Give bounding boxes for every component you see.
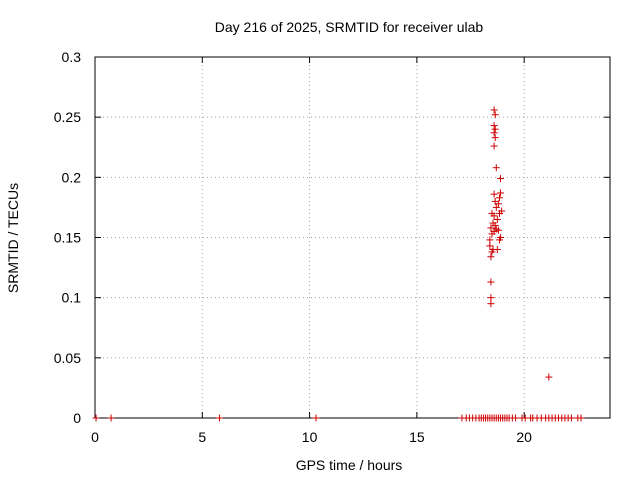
y-tick-label: 0.3 <box>62 49 82 65</box>
data-point <box>495 194 503 202</box>
data-point <box>491 197 499 205</box>
data-point <box>490 122 498 130</box>
data-point <box>487 300 495 308</box>
data-point <box>487 253 495 261</box>
data-point <box>493 215 501 223</box>
data-point <box>512 414 520 422</box>
plot-frame <box>94 56 611 419</box>
y-tick-label: 0.25 <box>54 109 81 125</box>
data-point <box>107 414 115 422</box>
axis-ticks <box>94 56 610 419</box>
y-tick-label: 0 <box>73 410 81 426</box>
data-point <box>491 125 499 133</box>
data-point <box>489 219 497 227</box>
data-point <box>497 234 505 241</box>
x-tick-label: 15 <box>409 429 425 445</box>
data-point <box>490 190 498 198</box>
data-point <box>497 175 505 183</box>
data-point <box>487 278 495 286</box>
y-axis-label: SRMTID / TECUs <box>5 183 21 293</box>
data-point <box>493 246 501 254</box>
data-point <box>312 414 320 422</box>
data-point <box>492 203 500 211</box>
grid <box>95 57 610 418</box>
data-point <box>567 414 575 422</box>
data-point <box>215 414 223 422</box>
y-tick-label: 0.1 <box>62 290 82 306</box>
x-tick-label: 5 <box>198 429 206 445</box>
x-tick-label: 20 <box>516 429 532 445</box>
data-point <box>497 189 505 197</box>
data-point <box>486 242 494 250</box>
data-point <box>491 111 499 119</box>
x-tick-label: 10 <box>302 429 318 445</box>
data-point <box>490 106 498 114</box>
data-point <box>486 236 494 244</box>
y-tick-label: 0.15 <box>54 230 81 246</box>
chart-title: Day 216 of 2025, SRMTID for receiver ula… <box>215 19 484 35</box>
data-point <box>490 129 498 137</box>
data-point <box>488 209 496 217</box>
data-point <box>487 294 495 302</box>
data-point <box>494 226 502 234</box>
data-point <box>92 414 100 422</box>
data-point <box>492 164 500 172</box>
data-point <box>498 207 506 215</box>
y-tick-label: 0.05 <box>54 350 81 366</box>
data-point <box>577 414 585 422</box>
data-point <box>487 224 495 232</box>
tick-labels: 0 5 10 15 20 0 0.05 0.1 0.15 0.2 0.25 0.3 <box>54 49 532 445</box>
x-tick-label: 0 <box>91 429 99 445</box>
data-point <box>490 142 498 150</box>
data-point <box>491 134 499 142</box>
y-tick-label: 0.2 <box>62 169 82 185</box>
x-axis-label: GPS time / hours <box>296 457 403 473</box>
data-point <box>545 373 553 381</box>
data-points <box>92 106 585 422</box>
